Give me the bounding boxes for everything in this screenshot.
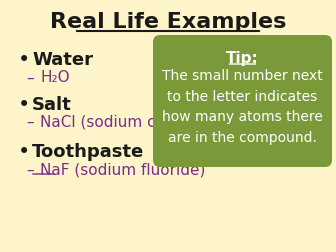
Text: •: • [18,95,30,115]
Text: The small number next
to the letter indicates
how many atoms there
are in the co: The small number next to the letter indi… [162,69,323,145]
Text: H₂O: H₂O [40,71,70,85]
Text: –: – [26,163,34,177]
Text: NaCl (sodium chloride): NaCl (sodium chloride) [40,114,215,130]
Text: Salt: Salt [32,96,72,114]
Text: Toothpaste: Toothpaste [32,143,144,161]
Text: NaF (sodium fluoride): NaF (sodium fluoride) [40,163,205,177]
Text: Real Life Examples: Real Life Examples [50,12,286,32]
Text: –: – [26,114,34,130]
Text: –: – [26,71,34,85]
Text: •: • [18,142,30,162]
Polygon shape [155,62,178,98]
Text: Tip:: Tip: [226,50,259,66]
Text: Water: Water [32,51,93,69]
FancyBboxPatch shape [153,35,332,167]
Text: •: • [18,50,30,70]
